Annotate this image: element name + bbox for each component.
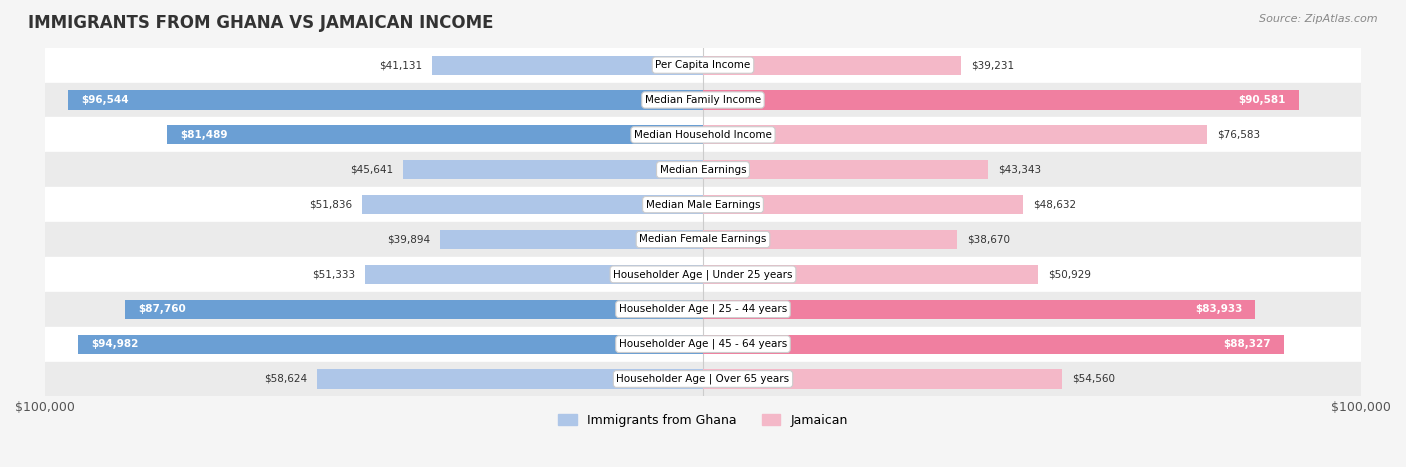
Text: $51,333: $51,333 [312, 269, 356, 279]
Bar [703, 334, 1284, 354]
Text: $39,894: $39,894 [388, 234, 430, 245]
Bar [77, 334, 703, 354]
Bar [361, 195, 703, 214]
Bar [167, 125, 703, 144]
Bar [366, 265, 703, 284]
Text: $58,624: $58,624 [264, 374, 308, 384]
Bar [703, 300, 1256, 319]
Bar [703, 195, 1024, 214]
Bar [432, 56, 703, 75]
Bar [703, 56, 962, 75]
Bar [402, 160, 703, 179]
Bar [703, 91, 1299, 110]
Bar [703, 125, 1206, 144]
Text: Householder Age | 45 - 64 years: Householder Age | 45 - 64 years [619, 339, 787, 349]
Bar [45, 361, 1361, 396]
Text: Median Family Income: Median Family Income [645, 95, 761, 105]
Bar [440, 230, 703, 249]
Text: $90,581: $90,581 [1239, 95, 1286, 105]
Text: $54,560: $54,560 [1071, 374, 1115, 384]
Bar [703, 230, 957, 249]
Bar [45, 327, 1361, 361]
Text: $45,641: $45,641 [350, 165, 392, 175]
Text: $76,583: $76,583 [1216, 130, 1260, 140]
Text: Householder Age | Under 25 years: Householder Age | Under 25 years [613, 269, 793, 280]
Bar [45, 222, 1361, 257]
Bar [45, 48, 1361, 83]
Bar [45, 292, 1361, 327]
Text: Per Capita Income: Per Capita Income [655, 60, 751, 70]
Text: $88,327: $88,327 [1223, 339, 1271, 349]
Text: $50,929: $50,929 [1047, 269, 1091, 279]
Text: $43,343: $43,343 [998, 165, 1042, 175]
Text: $41,131: $41,131 [380, 60, 422, 70]
Text: Householder Age | 25 - 44 years: Householder Age | 25 - 44 years [619, 304, 787, 314]
Text: Householder Age | Over 65 years: Householder Age | Over 65 years [616, 374, 790, 384]
Bar [703, 369, 1062, 389]
Text: Median Female Earnings: Median Female Earnings [640, 234, 766, 245]
Text: Source: ZipAtlas.com: Source: ZipAtlas.com [1260, 14, 1378, 24]
Text: Median Male Earnings: Median Male Earnings [645, 199, 761, 210]
Text: $87,760: $87,760 [139, 304, 187, 314]
Text: $38,670: $38,670 [967, 234, 1011, 245]
Text: $94,982: $94,982 [91, 339, 139, 349]
Bar [45, 83, 1361, 117]
Text: $48,632: $48,632 [1033, 199, 1076, 210]
Bar [45, 187, 1361, 222]
Bar [45, 257, 1361, 292]
Text: Median Earnings: Median Earnings [659, 165, 747, 175]
Text: $83,933: $83,933 [1195, 304, 1241, 314]
Bar [318, 369, 703, 389]
Legend: Immigrants from Ghana, Jamaican: Immigrants from Ghana, Jamaican [553, 409, 853, 432]
Text: $51,836: $51,836 [309, 199, 352, 210]
Bar [67, 91, 703, 110]
Text: IMMIGRANTS FROM GHANA VS JAMAICAN INCOME: IMMIGRANTS FROM GHANA VS JAMAICAN INCOME [28, 14, 494, 32]
Text: Median Household Income: Median Household Income [634, 130, 772, 140]
Bar [45, 117, 1361, 152]
Text: $96,544: $96,544 [80, 95, 128, 105]
Bar [45, 152, 1361, 187]
Text: $39,231: $39,231 [972, 60, 1014, 70]
Text: $81,489: $81,489 [180, 130, 228, 140]
Bar [125, 300, 703, 319]
Bar [703, 265, 1038, 284]
Bar [703, 160, 988, 179]
